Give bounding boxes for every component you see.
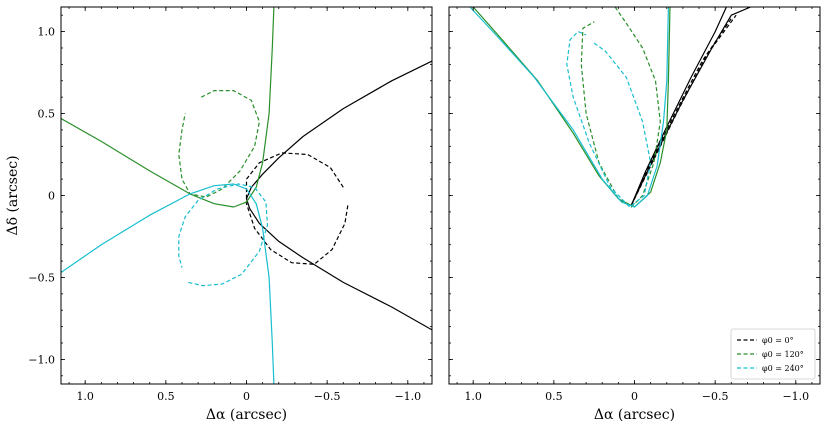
y-tick-label: −1.0 <box>28 353 55 366</box>
x-tick-label: −1.0 <box>782 390 809 403</box>
x-tick-label: −1.0 <box>394 390 421 403</box>
series-line-0 <box>245 60 432 331</box>
y-tick-label: 0 <box>48 190 55 203</box>
x-tick-label: 0.5 <box>157 390 175 403</box>
legend-label: φ0 = 240° <box>762 364 804 373</box>
series-group <box>469 7 751 208</box>
x-tick-label: 1.0 <box>76 390 94 403</box>
x-tick-label: 1.0 <box>464 390 482 403</box>
legend-label: φ0 = 120° <box>762 350 804 359</box>
series-line-3 <box>630 14 737 206</box>
series-line-5 <box>178 183 269 287</box>
y-axis-label: Δδ (arcsec) <box>5 155 21 235</box>
legend-label: φ0 = 0° <box>762 336 794 345</box>
series-line-2 <box>630 18 732 206</box>
series-line-4 <box>472 7 671 208</box>
legend: φ0 = 0° φ0 = 120° φ0 = 240° <box>730 328 816 380</box>
x-axis-label: Δα (arcsec) <box>594 407 675 423</box>
series-line-2 <box>61 7 275 208</box>
x-tick-label: 0 <box>631 390 638 403</box>
x-tick-label: 0 <box>243 390 250 403</box>
x-axis-label: Δα (arcsec) <box>206 407 287 423</box>
series-line-7 <box>566 31 652 208</box>
series-line-1 <box>245 152 349 265</box>
series-line-0 <box>630 7 751 206</box>
series-line-3 <box>178 90 260 198</box>
x-tick-label: 0.5 <box>545 390 563 403</box>
y-tick-label: 0.5 <box>38 108 56 121</box>
series-line-1 <box>630 7 727 206</box>
series-line-5 <box>580 7 661 208</box>
axes-frame <box>448 6 821 385</box>
left-panel: 1.0 0.5 0 −0.5 −1.0 1.0 0.5 0 −0.5 −1.0 Δα (arcsec… <box>5 6 433 423</box>
series-line-4 <box>61 183 275 384</box>
x-tick-label: −0.5 <box>314 390 341 403</box>
x-tick-label: −0.5 <box>702 390 729 403</box>
y-tick-label: −0.5 <box>28 271 55 284</box>
right-panel: 1.0 0.5 0 −0.5 −1.0 Δα (arcsec) φ0 = 0° φ0 = 12… <box>448 6 821 423</box>
series-group <box>61 7 432 384</box>
y-tick-label: 1.0 <box>38 26 56 39</box>
legend-box <box>730 328 816 380</box>
